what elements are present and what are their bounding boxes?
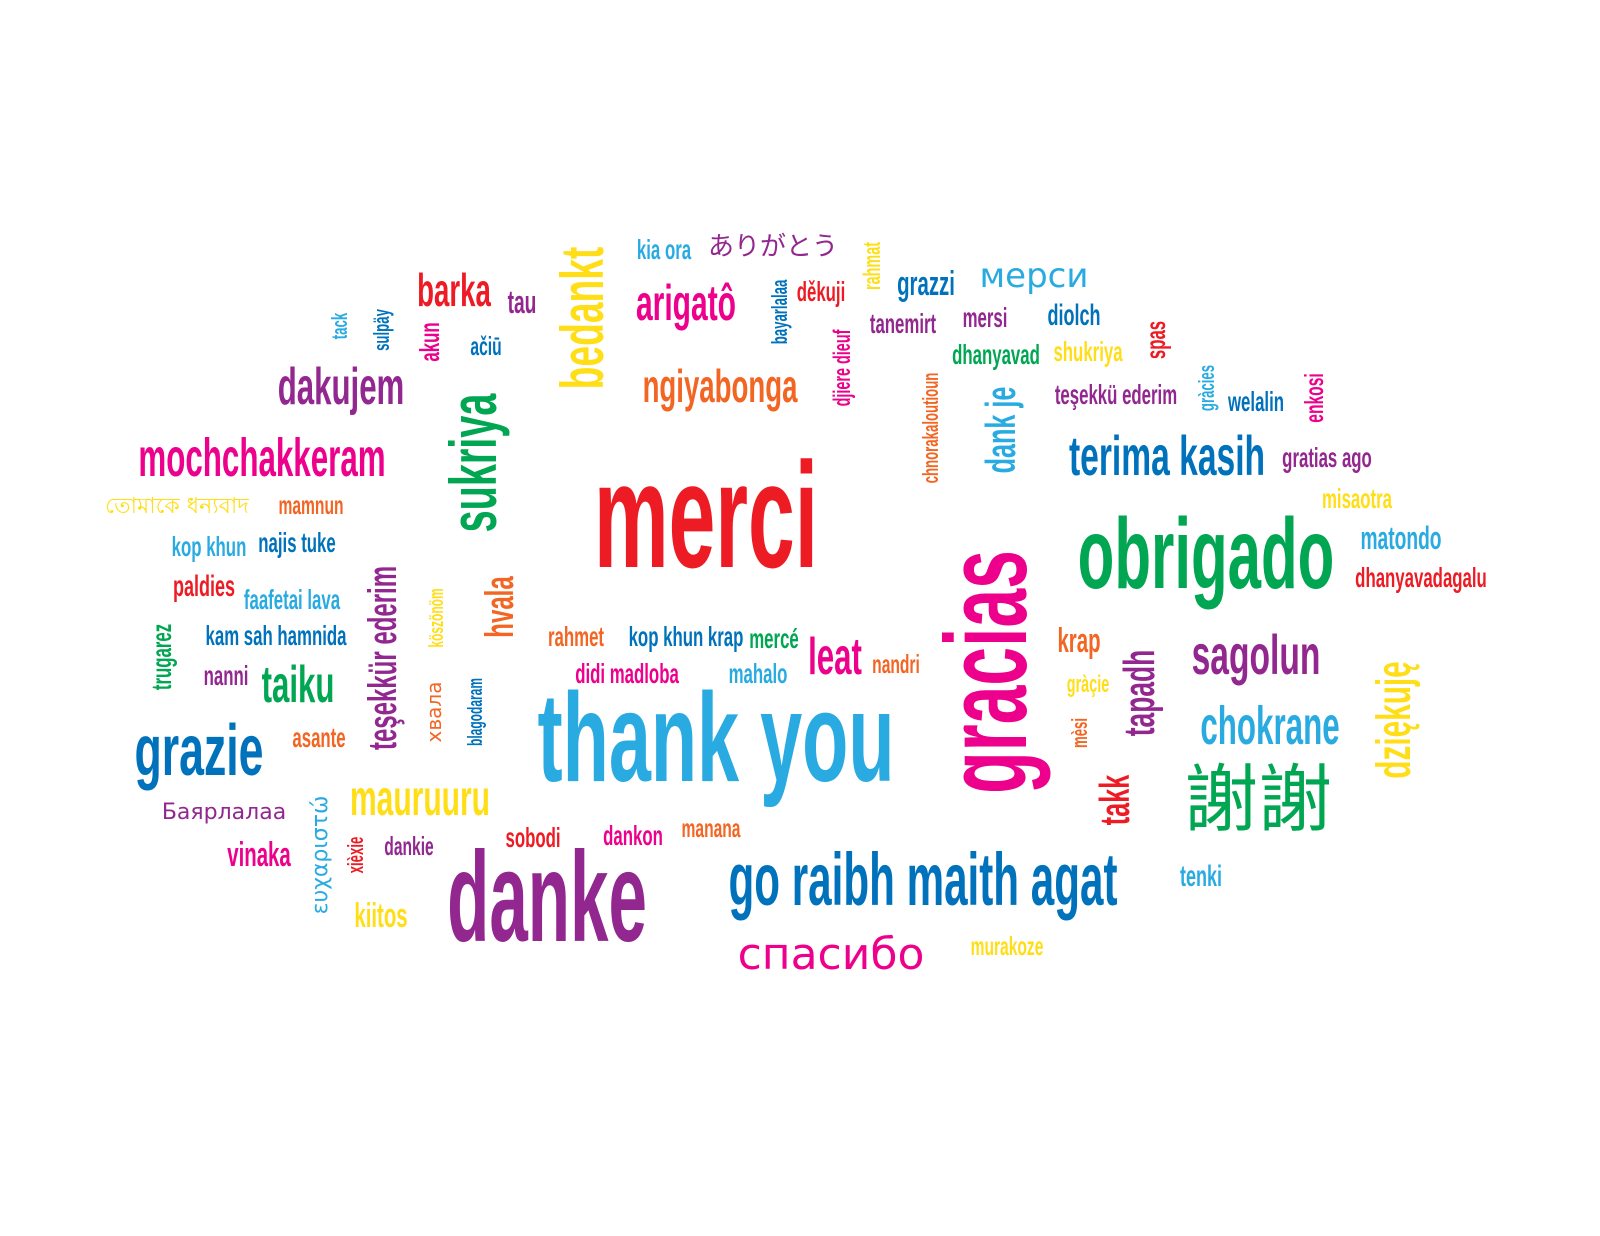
word-dhanyavad: dhanyavad <box>952 339 1040 370</box>
word-kop-khun-krap: kop khun krap <box>628 621 744 652</box>
word-nanni: nanni <box>203 660 249 691</box>
word-obrigado: obrigado <box>1077 498 1335 610</box>
word-thank-you: thank you <box>537 667 895 808</box>
word-go-raibh-maith-agat: go raibh maith agat <box>728 838 1118 921</box>
word-danke: danke <box>447 826 647 969</box>
word-kop-khun: kop khun <box>171 531 247 562</box>
word-chokrane: chokrane <box>1200 696 1340 756</box>
word-tapadh: tapadh <box>1115 649 1164 737</box>
word-sulpay: sulpäy <box>369 309 394 351</box>
word-murakoze: murakoze <box>970 931 1044 961</box>
word-trugarez: trugarez <box>146 623 177 691</box>
word-tanemirt: tanemirt <box>869 308 937 339</box>
word-faafetai-lava: faafetai lava <box>243 584 341 615</box>
word-gracie: gràçie <box>1066 671 1110 698</box>
word-arigatou-japanese: ありがとう <box>707 232 839 262</box>
word-akun: akun <box>414 322 445 362</box>
word-arigato: arigatô <box>635 275 737 331</box>
word-dziekuje: dziękuję <box>1368 661 1421 779</box>
word-diolch: diolch <box>1047 299 1101 332</box>
word-sukriya: sukriya <box>436 393 510 533</box>
word-mahalo: mahalo <box>728 658 788 689</box>
word-barka: barka <box>417 264 491 316</box>
word-merci-cyrillic: мерси <box>979 256 1089 296</box>
word-mesi: mèsi <box>1067 717 1092 749</box>
word-vinaka: vinaka <box>227 836 291 874</box>
word-tau: tau <box>507 284 537 320</box>
word-sobodi: sobodi <box>505 822 561 853</box>
word-merci: merci <box>593 431 819 599</box>
word-merce: mercé <box>749 623 799 654</box>
word-aciu: ačiū <box>470 331 502 361</box>
word-tesekku-ederim-small: teşekkü ederim <box>1054 379 1178 410</box>
word-mochchakkeram: mochchakkeram <box>138 428 386 488</box>
word-spas: spas <box>1140 320 1171 360</box>
word-shukriya: shukriya <box>1053 336 1123 367</box>
word-mersi: mersi <box>962 302 1008 333</box>
word-misaotra: misaotra <box>1321 483 1393 514</box>
word-djiere-dieuf: djiere dieuf <box>829 329 856 407</box>
word-takk: takk <box>1091 774 1138 826</box>
word-xiexie-hanzi: 謝謝 <box>1184 757 1332 843</box>
word-taiku: taiku <box>261 656 335 714</box>
word-bengali: তোমাকে ধন্যবাদ <box>105 494 249 519</box>
word-chnorakaloutioun: chnorakaloutioun <box>918 372 943 484</box>
word-terima-kasih: terima kasih <box>1068 424 1266 487</box>
word-kia-ora: kia ora <box>636 234 692 265</box>
word-mamnun: mamnun <box>278 490 344 520</box>
word-gracias: gracias <box>921 550 1051 794</box>
word-didi-madloba: didi madloba <box>575 658 679 689</box>
word-koszonom: köszönöm <box>426 588 448 648</box>
word-nandri: nandri <box>872 649 920 679</box>
word-tesekkur-ederim-vertical: teşekkür ederim <box>361 565 405 751</box>
word-gracies: gràcies <box>1194 364 1219 412</box>
word-rahmet: rahmet <box>547 621 605 652</box>
word-xiexie: xièxie <box>343 836 368 874</box>
word-dankie: dankie <box>384 831 434 861</box>
word-khvala: хвала <box>422 681 446 743</box>
word-dekuji: děkuji <box>796 276 846 307</box>
word-grazie: grazie <box>134 711 264 791</box>
word-kiitos: kiitos <box>354 897 408 935</box>
word-blagodaram: blagodaram <box>465 677 487 747</box>
word-mauruuru: mauruuru <box>349 770 491 826</box>
word-bedankt: bedankt <box>549 246 616 390</box>
word-bayarlalaa: bayarlalaa <box>767 279 792 345</box>
word-rahmat: rahmat <box>859 241 886 291</box>
word-paldies: paldies <box>172 570 236 603</box>
word-gratias-ago: gratias ago <box>1282 442 1372 473</box>
word-kam-sah-hamnida: kam sah hamnida <box>205 620 347 651</box>
word-tenki: tenki <box>1179 860 1223 893</box>
word-enkosi: enkosi <box>1299 373 1329 423</box>
word-manana: manana <box>681 813 741 843</box>
word-tack: tack <box>327 312 352 340</box>
word-najis-tuke: najis tuke <box>258 527 336 558</box>
word-spasibo-cyrillic: спасибо <box>737 929 925 980</box>
word-matondo: matondo <box>1360 520 1442 556</box>
word-efcharisto: ευχαριστώ <box>308 795 333 915</box>
word-krap: krap <box>1057 622 1101 660</box>
word-sagolun: sagolun <box>1191 623 1321 686</box>
word-hvala: hvala <box>478 576 522 638</box>
word-dakujem: dakujem <box>277 358 405 416</box>
word-dankon: dankon <box>603 820 663 851</box>
word-asante: asante <box>292 722 346 753</box>
word-grazzi: grazzi <box>897 265 955 303</box>
word-dhanyavadagalu: dhanyavadagalu <box>1355 562 1487 593</box>
word-dank-je: dank je <box>977 386 1024 474</box>
word-welalin: welalin <box>1227 386 1285 417</box>
word-bayarlalaa-cyrillic: Баярлалаа <box>161 800 287 825</box>
word-leat: leat <box>808 628 862 686</box>
word-ngiyabonga: ngiyabonga <box>642 360 798 412</box>
